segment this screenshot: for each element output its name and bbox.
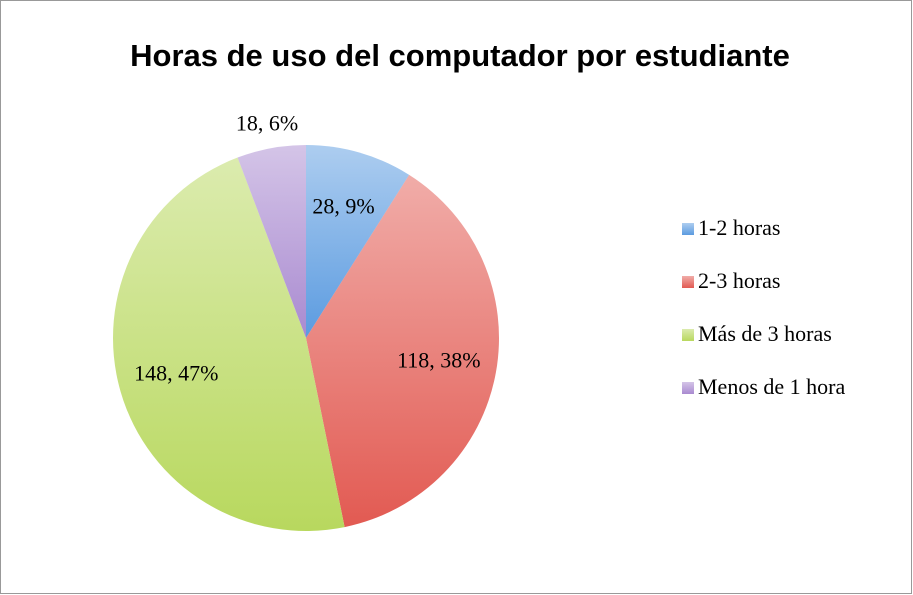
data-label: 28, 9% (312, 193, 374, 218)
legend-label: Menos de 1 hora (698, 374, 845, 399)
pie-slice (306, 174, 499, 528)
legend-swatch (682, 382, 694, 394)
legend-swatch (682, 276, 694, 288)
pie-slice (237, 145, 306, 338)
legend-label: 1-2 horas (698, 215, 780, 240)
legend-label: 2-3 horas (698, 268, 780, 293)
legend-label: Más de 3 horas (698, 321, 832, 346)
chart-title: Horas de uso del computador por estudian… (130, 38, 790, 73)
legend-swatch (682, 223, 694, 235)
data-label: 18, 6% (236, 110, 298, 135)
pie-slice (306, 145, 410, 338)
pie-slice (112, 157, 345, 531)
legend-swatch (682, 329, 694, 341)
data-label: 148, 47% (134, 361, 218, 386)
data-label: 118, 38% (397, 347, 481, 372)
